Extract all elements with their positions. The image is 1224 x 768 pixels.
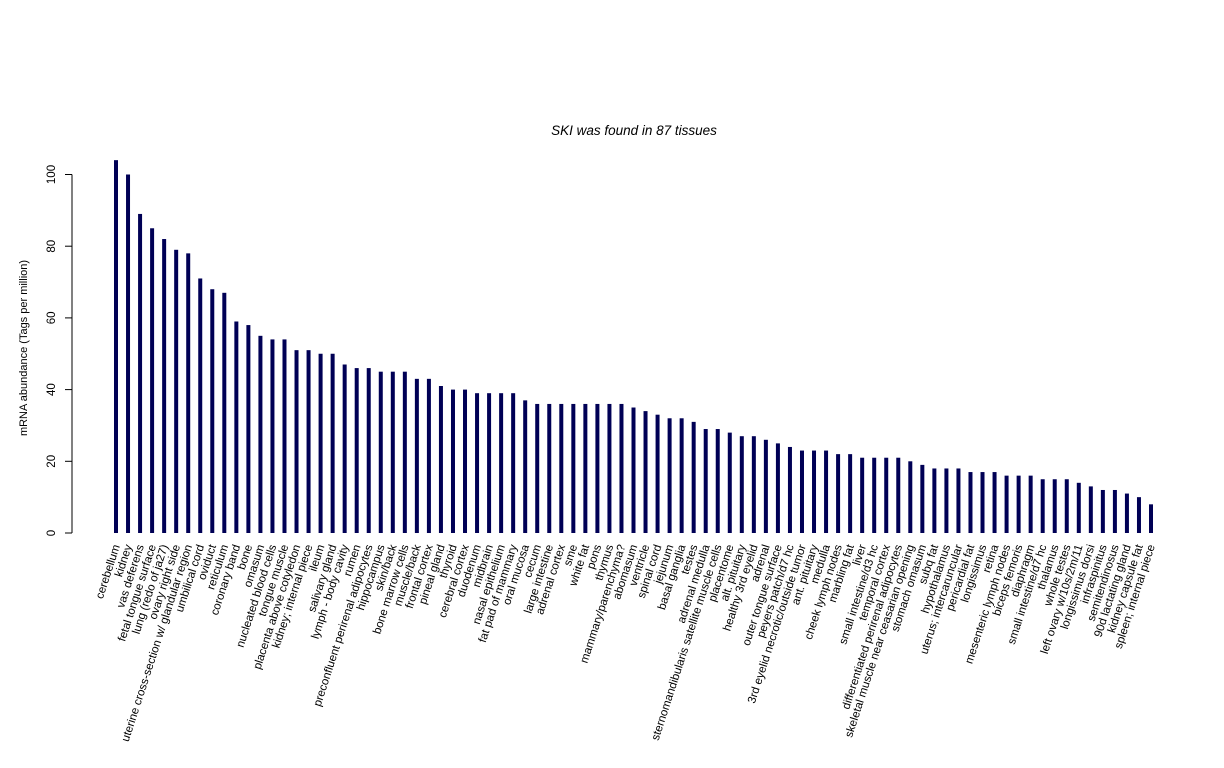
bar: [523, 400, 528, 534]
bar: [1040, 479, 1045, 533]
bars: [114, 160, 1153, 534]
bar: [463, 389, 468, 533]
y-tick-label: 40: [46, 383, 58, 396]
y-tick-label: 0: [46, 530, 58, 536]
bar: [667, 418, 672, 533]
bar: [583, 403, 588, 533]
y-tick-label: 60: [46, 312, 58, 325]
bar: [908, 461, 913, 533]
bar: [150, 228, 155, 533]
chart-title: SKI was found in 87 tissues: [551, 123, 717, 138]
bar: [812, 450, 817, 533]
bar: [126, 174, 131, 533]
bar: [751, 436, 756, 533]
bar: [162, 239, 167, 533]
bar: [992, 472, 997, 534]
bar: [619, 403, 624, 533]
bar: [860, 457, 865, 533]
bar: [715, 429, 720, 533]
bar: [848, 454, 853, 533]
bar: [1064, 479, 1069, 533]
bar: [366, 368, 371, 533]
bar: [691, 421, 696, 534]
bar: [499, 393, 504, 533]
y-axis-label: mRNA abundance (Tags per million): [18, 260, 30, 436]
bar: [535, 403, 540, 533]
bar: [1016, 475, 1021, 533]
bar: [727, 432, 732, 533]
bar: [1004, 475, 1009, 533]
bar: [487, 393, 492, 533]
bar: [836, 454, 841, 533]
bar: [342, 364, 347, 533]
bar: [884, 457, 889, 533]
bar: [282, 339, 287, 533]
bar: [426, 378, 431, 534]
bar: [968, 472, 973, 534]
bar: [258, 335, 263, 533]
bar: [932, 468, 937, 533]
bar: [390, 371, 395, 533]
bar: [318, 353, 323, 533]
bar: [198, 278, 203, 533]
bar: [222, 292, 227, 533]
bar: [1052, 479, 1057, 533]
bar: [1149, 504, 1153, 533]
bar: [980, 472, 985, 534]
bar: [655, 414, 660, 533]
bar: [354, 368, 359, 533]
bar: [210, 289, 215, 533]
bar: [1124, 493, 1129, 533]
bar: [944, 468, 949, 533]
y-tick-label: 20: [46, 455, 58, 468]
bar: [799, 450, 804, 533]
bar: [824, 450, 829, 533]
bar: [595, 403, 600, 533]
bar: [631, 407, 636, 533]
bar: [234, 321, 239, 533]
bar: [378, 371, 383, 533]
bar: [643, 411, 648, 533]
bar: [1100, 489, 1105, 533]
bar: [450, 389, 455, 533]
bar: [511, 393, 516, 533]
bar: [114, 160, 118, 533]
bar: [294, 350, 299, 533]
bar: [1076, 482, 1081, 533]
y-tick-label: 100: [46, 165, 58, 184]
bar: [475, 393, 480, 533]
bar: [920, 464, 925, 533]
y-tick-label: 80: [46, 240, 58, 253]
bar: [138, 213, 143, 533]
bar: [330, 353, 335, 533]
bar: [607, 403, 612, 533]
bar: [1088, 486, 1093, 533]
bar: [787, 446, 792, 533]
bar: [270, 339, 275, 533]
bar: [679, 418, 684, 533]
bar: [571, 403, 576, 533]
bar: [739, 436, 744, 533]
bar: [186, 253, 191, 533]
bar: [763, 439, 768, 533]
bar: [896, 457, 901, 533]
bar: [775, 443, 780, 534]
bar: [872, 457, 877, 533]
bar: [547, 403, 552, 533]
bar: [956, 468, 961, 533]
bar: [1028, 475, 1033, 533]
bar: [306, 350, 311, 533]
bar: [559, 403, 564, 533]
bar: [246, 325, 251, 533]
bar: [402, 371, 407, 533]
bar: [174, 249, 179, 534]
bar: [1136, 497, 1141, 533]
y-axis: 0 20 40 60 80 100: [46, 165, 73, 536]
bar: [1112, 489, 1117, 533]
bar: [414, 378, 419, 534]
bar: [703, 429, 708, 533]
bar: [438, 386, 443, 533]
